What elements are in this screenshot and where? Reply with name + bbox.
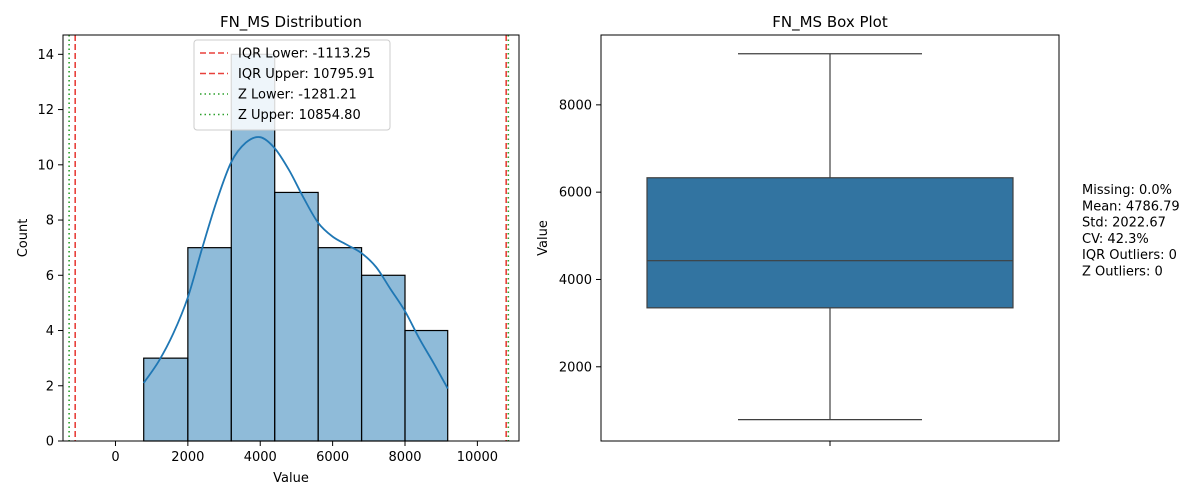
box-plot-title: FN_MS Box Plot: [772, 13, 888, 32]
y-tick-label: 8: [46, 214, 54, 229]
histogram-bar: [274, 191, 319, 442]
legend-box: [193, 39, 391, 131]
box-iqr: [646, 177, 1014, 309]
box-plot-y-label: Value: [536, 220, 551, 256]
y-tick-label: 0: [46, 435, 54, 450]
x-tick-label: 6000: [316, 450, 349, 465]
histogram-bar: [143, 357, 189, 442]
legend-label: IQR Upper: 10795.91: [238, 67, 375, 82]
y-tick-label: 14: [37, 48, 54, 63]
stats-annotation: Missing: 0.0%Mean: 4786.79 Std: 2022.67CV…: [1082, 183, 1180, 280]
stats-line: Missing: 0.0%: [1082, 183, 1172, 198]
stats-line: IQR Outliers: 0: [1082, 248, 1177, 263]
x-tick-label: 0: [111, 450, 119, 465]
y-tick-label: 8000: [559, 98, 592, 113]
x-tick-label: 10000: [457, 450, 498, 465]
y-tick-label: 4: [46, 324, 54, 339]
histogram-chart: FN_MS Distribution 0 2000 4000 6000 8000 1000…: [16, 13, 520, 486]
histogram-bar: [360, 274, 406, 442]
histogram-bar: [187, 247, 232, 442]
stats-line: CV: 42.3%: [1082, 232, 1149, 247]
y-tick-label: 10: [37, 158, 54, 173]
legend-label: Z Lower: -1281.21: [238, 88, 357, 103]
stats-line: Std: 2022.67: [1082, 216, 1166, 231]
y-tick-label: 6000: [559, 186, 592, 201]
stats-line: Z Outliers: 0: [1082, 265, 1163, 280]
x-tick-label: 8000: [388, 450, 421, 465]
histogram-x-label: Value: [273, 471, 309, 486]
histogram-y-label: Count: [16, 219, 31, 258]
x-tick-label: 2000: [171, 450, 204, 465]
stats-line: Mean: 4786.79: [1082, 199, 1180, 214]
x-tick-label: 4000: [244, 450, 277, 465]
y-tick-label: 6: [46, 269, 54, 284]
kde-curve: [142, 136, 449, 389]
histogram-plot-frame: [62, 34, 520, 442]
y-tick-label: 4000: [559, 273, 592, 288]
histogram-bar: [404, 329, 449, 442]
legend-label: IQR Lower: -1113.25: [238, 47, 371, 62]
box-plot-chart: FN_MS Box Plot 2000 4000 6000 8000 Value: [536, 13, 1060, 446]
legend: IQR Lower: -1113.25 IQR Upper: 10795.91 Z …: [193, 39, 391, 131]
y-tick-label: 12: [37, 103, 54, 118]
histogram-title: FN_MS Distribution: [220, 13, 362, 32]
histogram-bar: [317, 247, 363, 442]
y-tick-label: 2000: [559, 360, 592, 375]
y-tick-label: 2: [46, 379, 54, 394]
legend-label: Z Upper: 10854.80: [238, 108, 361, 123]
